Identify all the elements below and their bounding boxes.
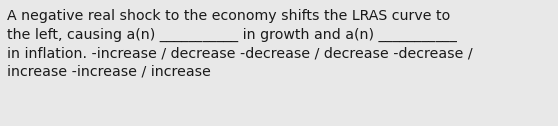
Text: A negative real shock to the economy shifts the LRAS curve to
the left, causing : A negative real shock to the economy shi… [7, 9, 472, 79]
